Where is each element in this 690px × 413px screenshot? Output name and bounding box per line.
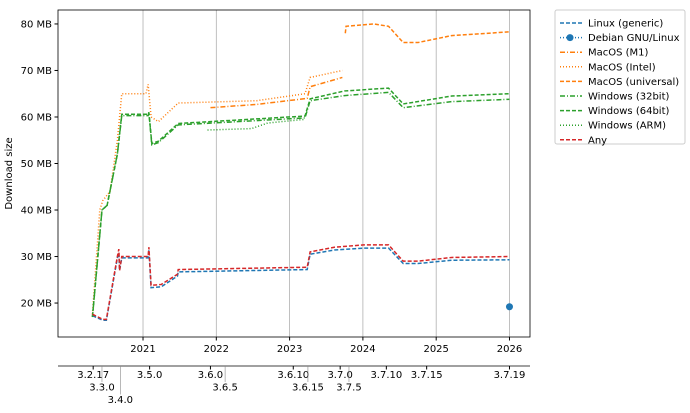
legend-label: Windows (64bit) bbox=[588, 106, 669, 117]
x-tick-label: 2022 bbox=[204, 344, 229, 355]
legend-label: MacOS (Intel) bbox=[588, 62, 656, 73]
y-tick-label: 80 MB bbox=[21, 19, 53, 30]
version-tick-label: 3.4.0 bbox=[108, 395, 133, 406]
series-line bbox=[91, 91, 510, 318]
series-line bbox=[91, 87, 510, 318]
y-tick-label: 30 MB bbox=[21, 252, 53, 263]
x-tick-label: 2021 bbox=[130, 344, 155, 355]
y-tick-label: 50 MB bbox=[21, 159, 53, 170]
legend-label: MacOS (universal) bbox=[588, 77, 679, 88]
y-tick-label: 70 MB bbox=[21, 66, 53, 77]
x-tick-label: 2023 bbox=[277, 344, 302, 355]
series-line bbox=[210, 76, 343, 109]
version-tick-label: 3.7.19 bbox=[494, 370, 526, 381]
version-tick-label: 3.7.0 bbox=[327, 370, 352, 381]
series-line bbox=[92, 247, 510, 322]
series-line bbox=[92, 244, 510, 321]
plot-frame bbox=[57, 9, 531, 338]
x-tick-label: 2025 bbox=[423, 344, 448, 355]
y-axis-label: Download size bbox=[4, 137, 15, 209]
series-line bbox=[207, 118, 306, 131]
version-tick-label: 3.5.0 bbox=[137, 370, 162, 381]
legend: Linux (generic) Debian GNU/Linux MacOS (M1… bbox=[554, 9, 686, 146]
legend-label: Windows (32bit) bbox=[588, 92, 669, 103]
series-point bbox=[505, 303, 513, 311]
version-tick-label: 3.6.15 bbox=[292, 383, 324, 394]
legend-label: Linux (generic) bbox=[588, 19, 663, 30]
version-tick-label: 3.7.15 bbox=[411, 370, 443, 381]
legend-label: Any bbox=[588, 135, 607, 146]
version-tick-label: 3.6.5 bbox=[212, 383, 237, 394]
version-tick-label: 3.3.0 bbox=[89, 383, 114, 394]
version-tick-label: 3.2.17 bbox=[77, 370, 109, 381]
series-line bbox=[91, 69, 343, 315]
y-tick-label: 40 MB bbox=[21, 206, 53, 217]
version-tick-label: 3.6.0 bbox=[198, 370, 223, 381]
series-line bbox=[344, 23, 510, 44]
y-tick-label: 60 MB bbox=[21, 112, 53, 123]
legend-label: Windows (ARM) bbox=[588, 121, 666, 132]
version-tick-label: 3.7.10 bbox=[370, 370, 402, 381]
legend-label: MacOS (M1) bbox=[588, 48, 649, 59]
version-tick-label: 3.6.10 bbox=[277, 370, 309, 381]
legend-label: Debian GNU/Linux bbox=[588, 33, 680, 44]
y-tick-label: 20 MB bbox=[21, 299, 53, 310]
x-tick-label: 2026 bbox=[497, 344, 522, 355]
version-tick-label: 3.7.5 bbox=[336, 383, 361, 394]
x-tick-label: 2024 bbox=[350, 344, 375, 355]
